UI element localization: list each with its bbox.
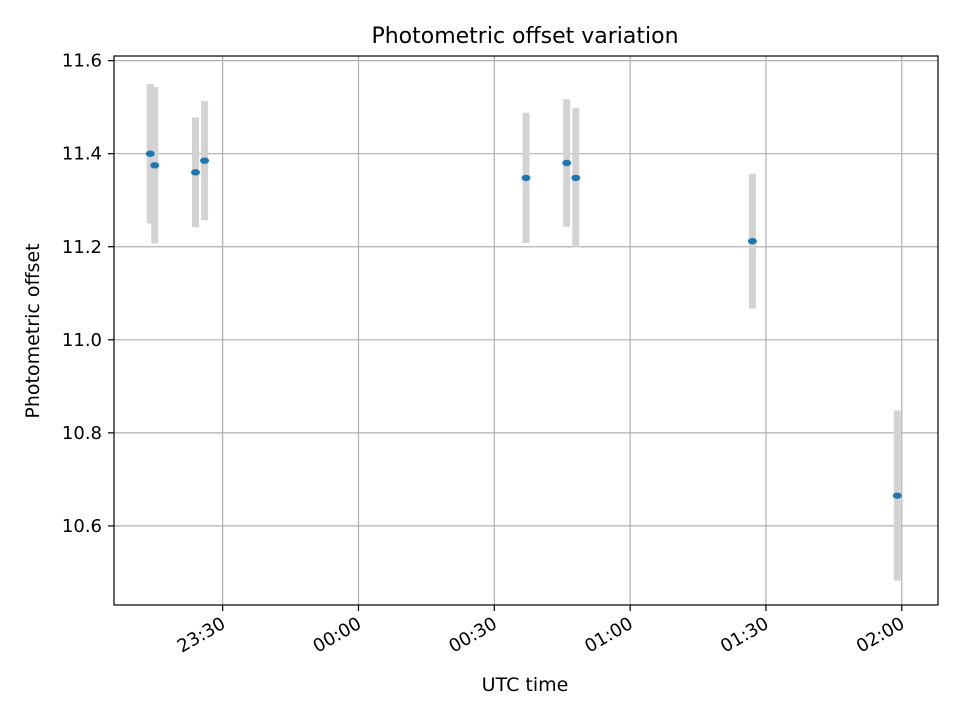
y-tick-label: 11.4: [62, 144, 102, 165]
x-ticks: 23:30 00:00 00:30 01:00 01:30 02:00: [174, 605, 908, 657]
x-tick-label: 00:00: [310, 613, 365, 657]
y-tick-label: 10.6: [62, 516, 102, 537]
data-points: [145, 150, 902, 499]
y-tick-label: 11.6: [62, 51, 102, 72]
x-tick-label: 23:30: [174, 613, 229, 657]
x-axis-label: UTC time: [482, 674, 569, 696]
data-point: [200, 157, 210, 164]
x-tick-label: 02:00: [853, 613, 908, 657]
data-point: [892, 492, 902, 499]
x-tick-label: 01:00: [581, 613, 636, 657]
y-tick-label: 11.0: [62, 330, 102, 351]
y-tick-label: 11.2: [62, 237, 102, 258]
chart-title: Photometric offset variation: [371, 24, 678, 49]
data-point: [571, 174, 581, 182]
data-point: [190, 169, 200, 176]
y-ticks: 10.6 10.8 11.0 11.2 11.4 11.6: [62, 51, 114, 537]
x-tick-label: 00:30: [445, 613, 500, 657]
y-axis-label: Photometric offset: [22, 243, 44, 418]
data-point: [150, 162, 160, 169]
data-point: [521, 174, 531, 182]
plot-frame: [113, 55, 939, 606]
data-point: [747, 237, 757, 245]
data-point: [562, 159, 572, 167]
y-tick-label: 10.8: [62, 423, 102, 444]
x-tick-label: 01:30: [717, 613, 772, 657]
data-point: [145, 150, 155, 157]
